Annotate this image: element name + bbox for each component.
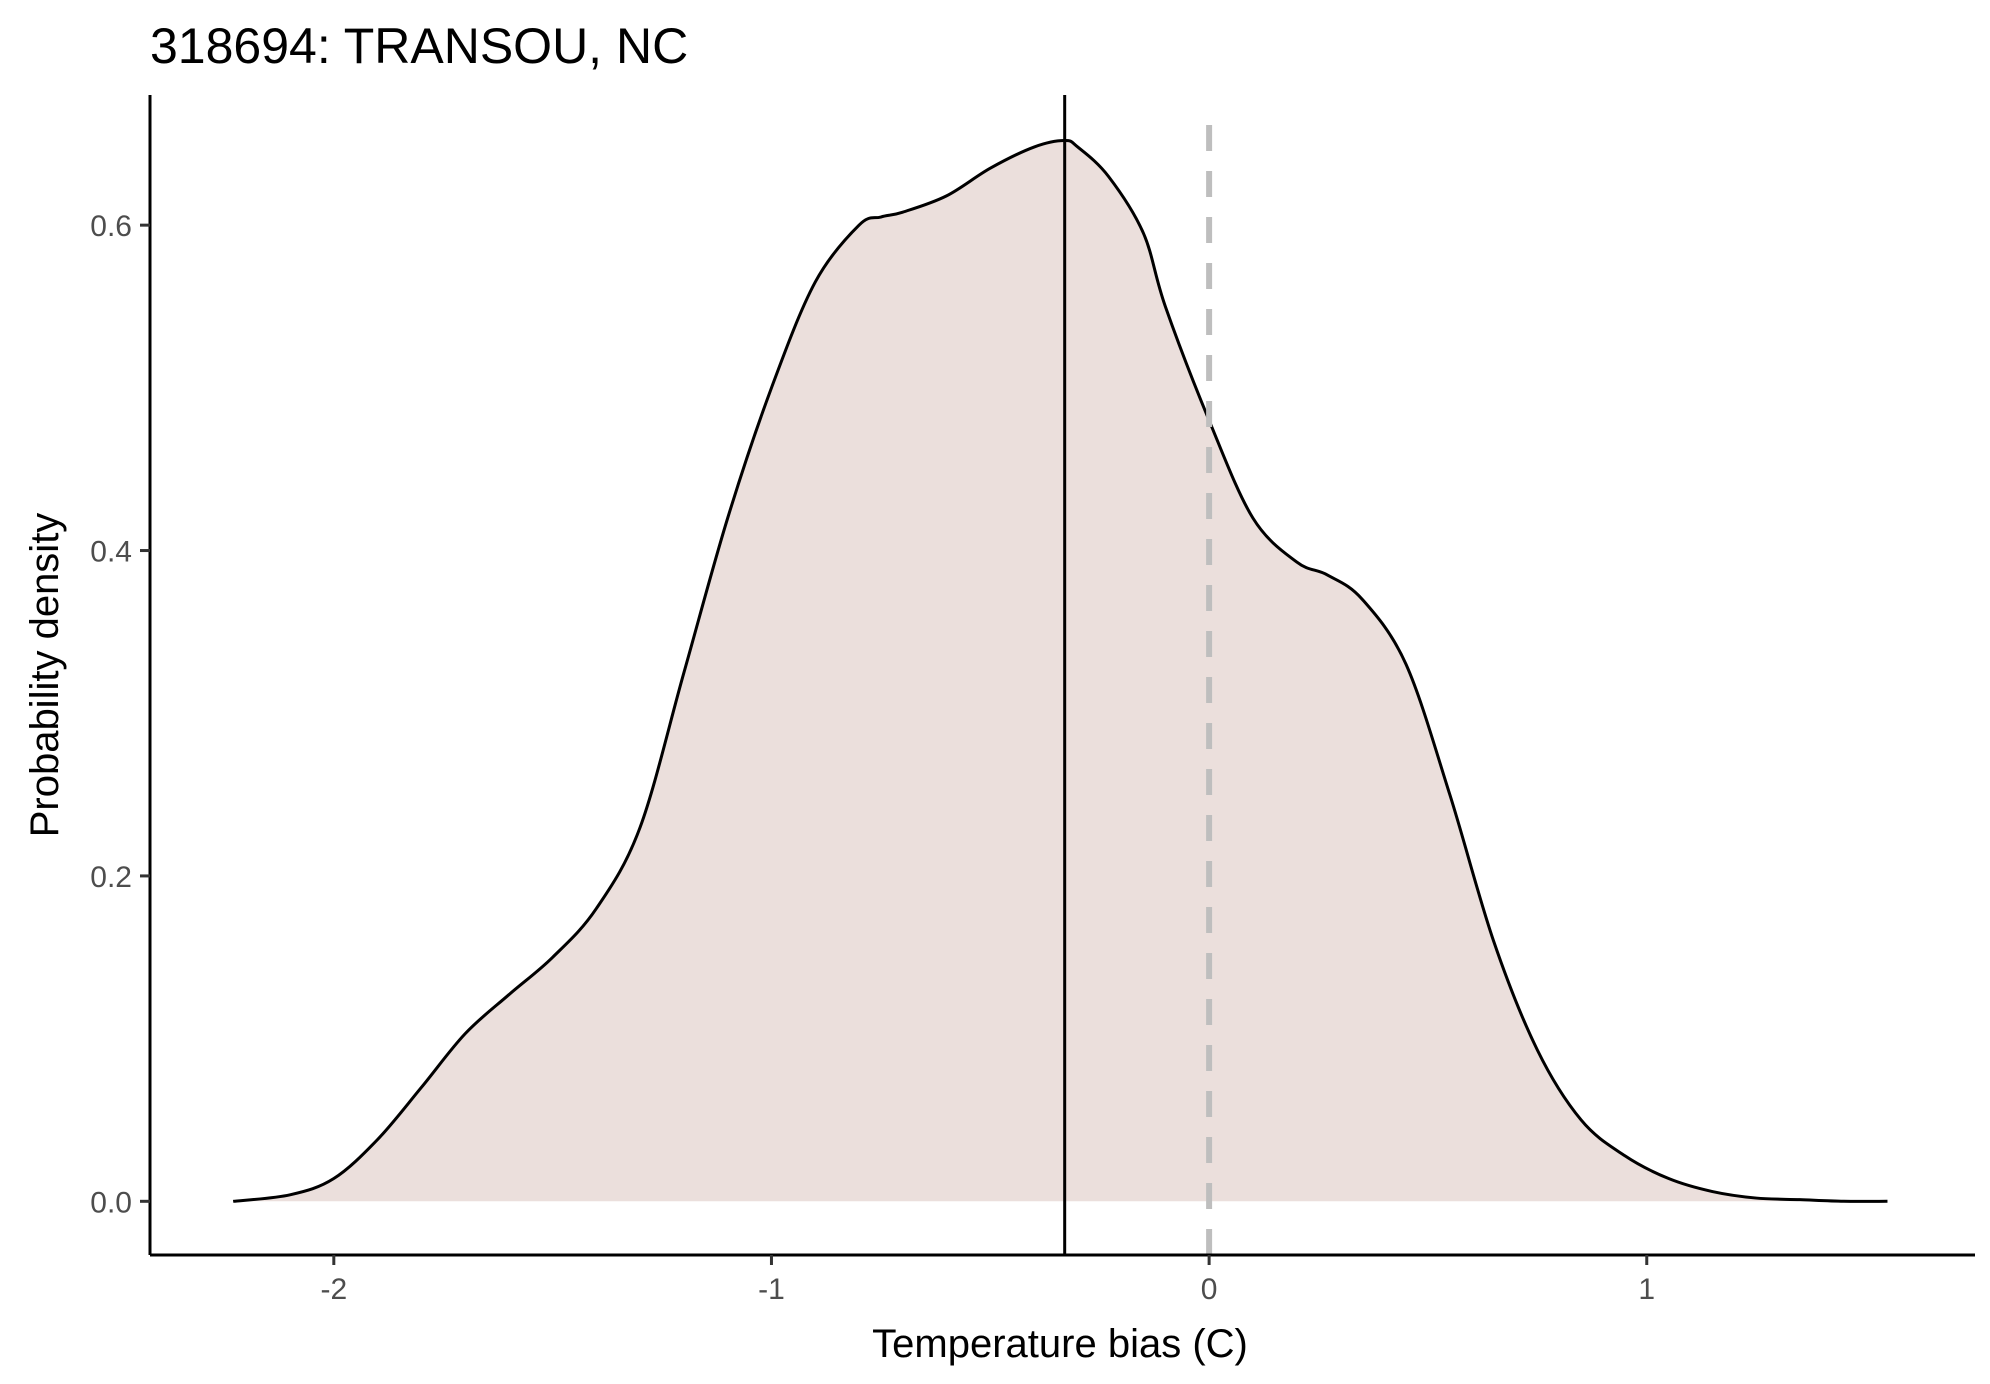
x-tick-label: -2 [320,1273,347,1306]
x-tick-label: 1 [1638,1273,1655,1306]
y-tick-label: 0.2 [90,861,132,894]
y-axis-title: Probability density [23,513,67,838]
y-tick-label: 0.0 [90,1186,132,1219]
y-tick-label: 0.6 [90,210,132,243]
axes-layer: -2 -1 0 1 0.0 0.2 0.4 0.6 [90,95,1975,1306]
x-tick-label: 0 [1201,1273,1218,1306]
chart-title: 318694: TRANSOU, NC [150,18,688,74]
plot-layer [232,95,1888,1255]
x-axis-title: Temperature bias (C) [872,1322,1248,1366]
density-area-0 [233,140,1888,1202]
x-tick-label: -1 [758,1273,785,1306]
density-curve-0 [232,139,1888,1203]
y-tick-label: 0.4 [90,536,132,569]
